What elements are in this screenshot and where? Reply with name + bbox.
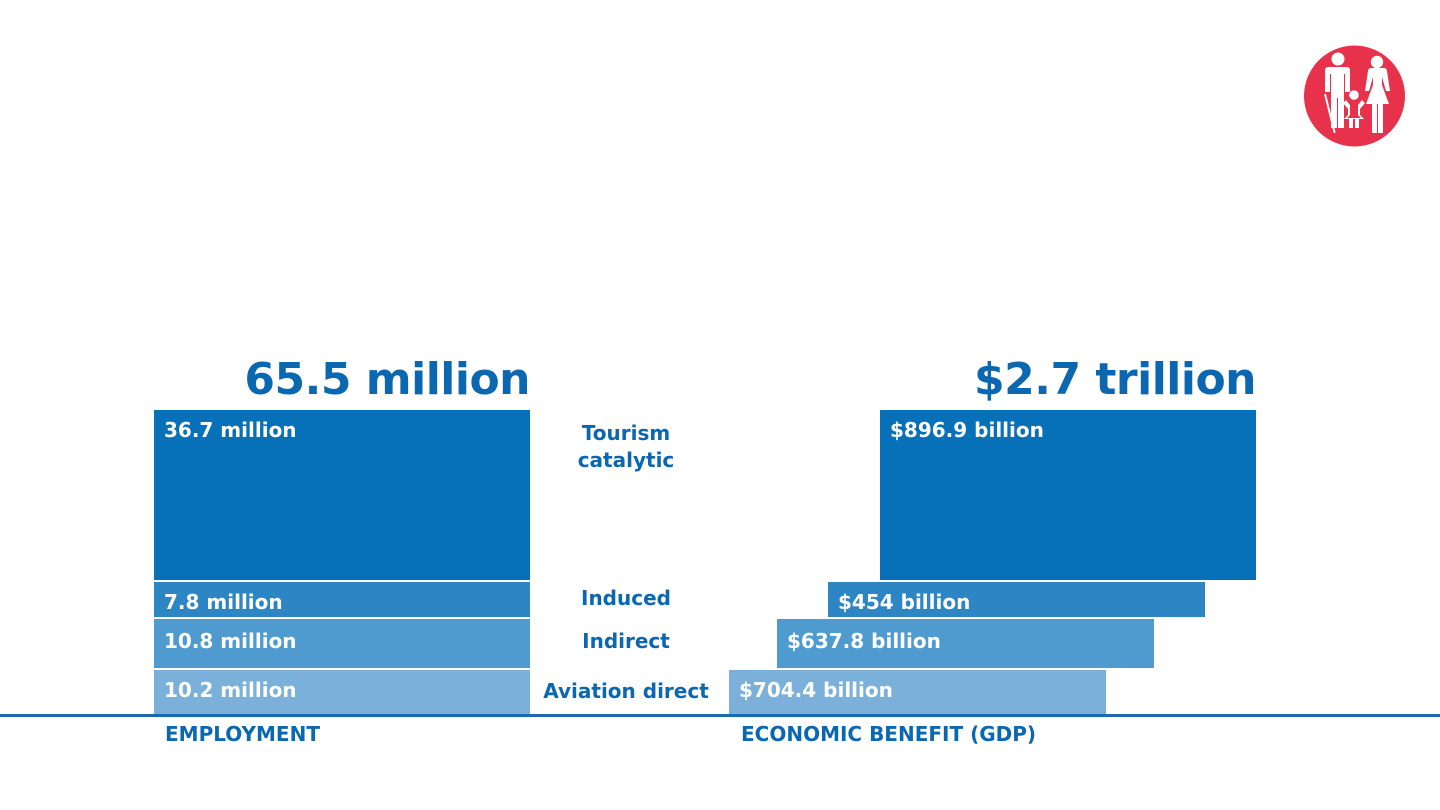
- gdp-value-tourism-catalytic: $896.9 billion: [890, 418, 1044, 442]
- category-label-indirect: Indirect: [582, 629, 670, 653]
- category-label-aviation-direct: Aviation direct: [543, 679, 709, 703]
- gdp-value-indirect: $637.8 billion: [787, 629, 941, 653]
- employment-value-induced: 7.8 million: [164, 590, 283, 614]
- category-label-induced: Induced: [581, 586, 671, 610]
- employment-axis-label: EMPLOYMENT: [165, 722, 320, 746]
- employment-bar-aviation-direct: 10.2 million: [154, 668, 530, 715]
- family-icon: [1304, 32, 1405, 160]
- chart-baseline: [0, 714, 1440, 717]
- employment-bar-indirect: 10.8 million: [154, 617, 530, 668]
- employment-value-aviation-direct: 10.2 million: [164, 678, 297, 702]
- gdp-bar-induced: $454 billion: [828, 580, 1205, 617]
- gdp-bar-aviation-direct: $704.4 billion: [729, 668, 1106, 715]
- employment-total: 65.5 million: [244, 354, 530, 405]
- gdp-axis-label: ECONOMIC BENEFIT (GDP): [741, 722, 1037, 746]
- gdp-value-aviation-direct: $704.4 billion: [739, 678, 893, 702]
- gdp-total: $2.7 trillion: [974, 354, 1257, 405]
- category-label-tourism-catalytic: Tourism catalytic: [577, 421, 675, 472]
- gdp-value-induced: $454 billion: [838, 590, 971, 614]
- employment-bar-tourism-catalytic: 36.7 million: [154, 408, 530, 580]
- employment-value-tourism-catalytic: 36.7 million: [164, 418, 297, 442]
- gdp-bar-indirect: $637.8 billion: [777, 617, 1154, 668]
- employment-bar-induced: 7.8 million: [154, 580, 530, 617]
- employment-value-indirect: 10.8 million: [164, 629, 297, 653]
- gdp-bar-tourism-catalytic: $896.9 billion: [880, 408, 1256, 580]
